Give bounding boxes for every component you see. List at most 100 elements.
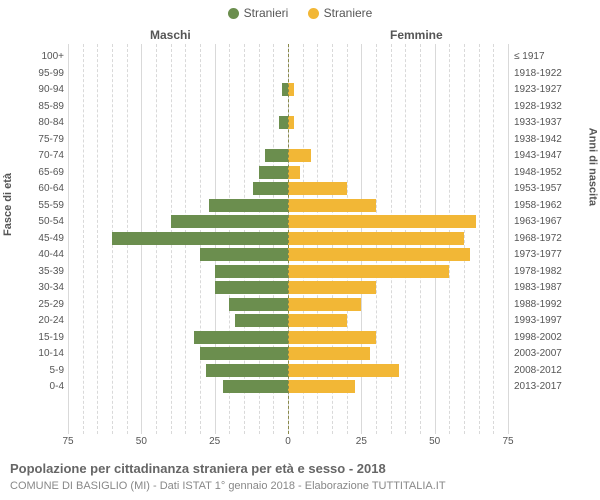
bar-male [253, 182, 288, 195]
age-label: 75-79 [4, 134, 64, 145]
bar-female [288, 232, 464, 245]
bar-male [215, 265, 288, 278]
bar-male [279, 116, 288, 129]
legend-item-male: Stranieri [228, 6, 289, 20]
bar-female [288, 331, 376, 344]
age-label: 0-4 [4, 381, 64, 392]
column-header-male: Maschi [150, 28, 191, 42]
bar-male [206, 364, 288, 377]
gridline [97, 44, 98, 434]
bar-female [288, 215, 476, 228]
bar-female [288, 248, 470, 261]
bar-female [288, 199, 376, 212]
birth-year-label: 1973-1977 [514, 249, 588, 260]
bar-female [288, 281, 376, 294]
birth-year-label: 1923-1927 [514, 84, 588, 95]
birth-year-label: 1943-1947 [514, 150, 588, 161]
plot-half-female [288, 44, 508, 434]
x-tick-label: 75 [53, 436, 83, 447]
birth-year-label: 1993-1997 [514, 315, 588, 326]
legend-swatch-female [308, 8, 319, 19]
chart-subtitle: COMUNE DI BASIGLIO (MI) - Dati ISTAT 1° … [10, 480, 446, 492]
column-header-female: Femmine [390, 28, 443, 42]
bar-female [288, 265, 449, 278]
bar-male [209, 199, 288, 212]
birth-year-label: 2003-2007 [514, 348, 588, 359]
age-label: 20-24 [4, 315, 64, 326]
bar-female [288, 298, 361, 311]
birth-year-label: 2008-2012 [514, 365, 588, 376]
birth-year-label: 1933-1937 [514, 117, 588, 128]
age-label: 95-99 [4, 68, 64, 79]
bar-female [288, 380, 355, 393]
birth-year-label: 1988-1992 [514, 299, 588, 310]
bar-female [288, 149, 311, 162]
bar-male [200, 347, 288, 360]
birth-year-label: 1948-1952 [514, 167, 588, 178]
age-label: 10-14 [4, 348, 64, 359]
age-label: 90-94 [4, 84, 64, 95]
plot-half-male [68, 44, 288, 434]
gridline [68, 44, 69, 434]
gridline [479, 44, 480, 434]
age-label: 5-9 [4, 365, 64, 376]
birth-year-label: 1918-1922 [514, 68, 588, 79]
age-label: 100+ [4, 51, 64, 62]
bar-female [288, 347, 370, 360]
gridline [493, 44, 494, 434]
age-label: 15-19 [4, 332, 64, 343]
legend-swatch-male [228, 8, 239, 19]
age-label: 30-34 [4, 282, 64, 293]
birth-year-label: 1963-1967 [514, 216, 588, 227]
bar-male [171, 215, 288, 228]
gridline [464, 44, 465, 434]
age-label: 50-54 [4, 216, 64, 227]
legend: Stranieri Straniere [0, 6, 600, 22]
bar-female [288, 364, 399, 377]
birth-year-label: 1983-1987 [514, 282, 588, 293]
bar-female [288, 166, 300, 179]
x-tick-label: 75 [493, 436, 523, 447]
age-label: 60-64 [4, 183, 64, 194]
birth-year-label: 1978-1982 [514, 266, 588, 277]
plot-area [68, 44, 508, 434]
bar-male [265, 149, 288, 162]
birth-year-label: ≤ 1917 [514, 51, 588, 62]
bar-male [112, 232, 288, 245]
gridline [508, 44, 509, 434]
birth-year-label: 1938-1942 [514, 134, 588, 145]
legend-item-female: Straniere [308, 6, 373, 20]
bar-male [229, 298, 288, 311]
birth-year-label: 1958-1962 [514, 200, 588, 211]
x-tick-label: 50 [126, 436, 156, 447]
birth-year-label: 1953-1957 [514, 183, 588, 194]
bar-male [223, 380, 288, 393]
birth-year-label: 1968-1972 [514, 233, 588, 244]
bar-male [200, 248, 288, 261]
gridline [83, 44, 84, 434]
age-label: 80-84 [4, 117, 64, 128]
bar-male [259, 166, 288, 179]
x-tick-label: 50 [420, 436, 450, 447]
bar-male [235, 314, 288, 327]
birth-year-label: 2013-2017 [514, 381, 588, 392]
bar-female [288, 182, 347, 195]
x-tick-label: 25 [346, 436, 376, 447]
age-label: 85-89 [4, 101, 64, 112]
age-label: 55-59 [4, 200, 64, 211]
age-label: 45-49 [4, 233, 64, 244]
age-label: 40-44 [4, 249, 64, 260]
age-label: 35-39 [4, 266, 64, 277]
center-axis-line [288, 44, 289, 434]
bar-male [215, 281, 288, 294]
legend-label-male: Stranieri [244, 6, 289, 20]
birth-year-label: 1998-2002 [514, 332, 588, 343]
bar-male [194, 331, 288, 344]
age-label: 65-69 [4, 167, 64, 178]
birth-year-label: 1928-1932 [514, 101, 588, 112]
bar-female [288, 314, 347, 327]
age-label: 70-74 [4, 150, 64, 161]
x-tick-label: 0 [273, 436, 303, 447]
age-label: 25-29 [4, 299, 64, 310]
population-pyramid-chart: Stranieri Straniere Maschi Femmine Fasce… [0, 0, 600, 500]
